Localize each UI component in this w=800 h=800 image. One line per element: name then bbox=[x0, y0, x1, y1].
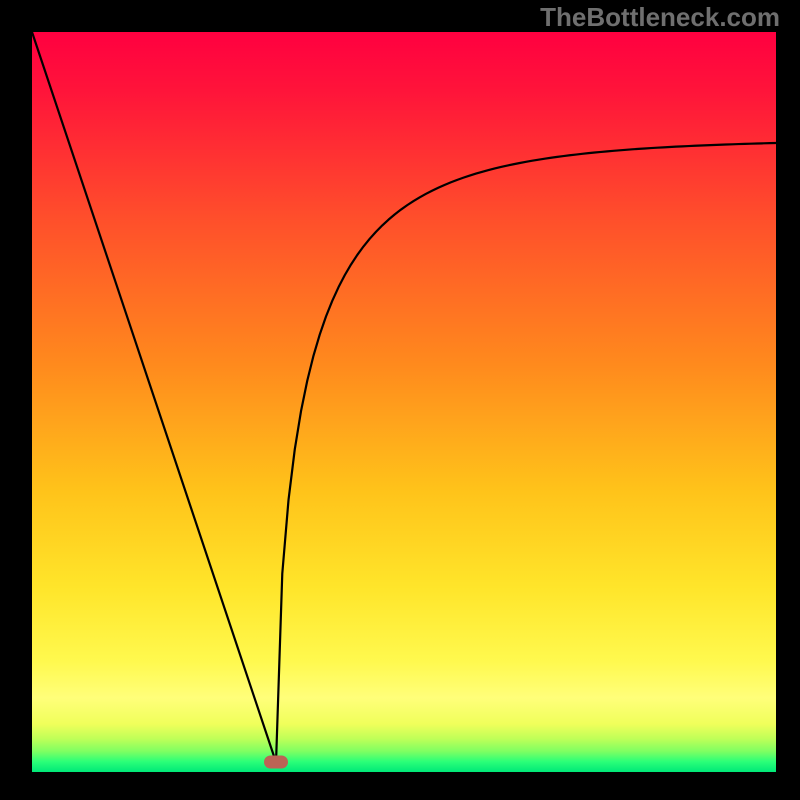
chart-container: TheBottleneck.com bbox=[0, 0, 800, 800]
vertex-marker bbox=[264, 756, 288, 769]
bottleneck-curve bbox=[32, 32, 776, 772]
plot-area bbox=[32, 32, 776, 772]
watermark-text: TheBottleneck.com bbox=[540, 2, 780, 33]
